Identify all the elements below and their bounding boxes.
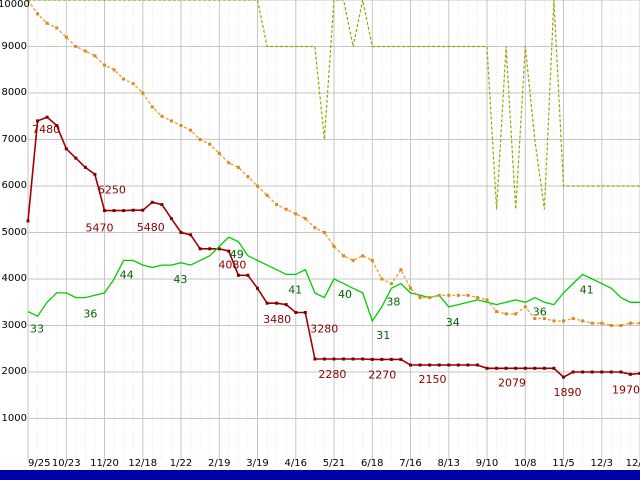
x-axis-labels: 9/25 10/23 11/20 12/18 1/22 2/19 3/19 4/16 5/21 6…	[0, 458, 640, 471]
svg-text:5470: 5470	[86, 222, 114, 235]
svg-text:36: 36	[533, 306, 547, 319]
x-axis-tick-label: 10/8	[514, 458, 537, 469]
x-axis-tick-label: 6/18	[361, 458, 384, 469]
x-axis-tick-label: 12/18	[128, 458, 158, 469]
svg-text:2079: 2079	[498, 376, 526, 389]
x-axis-tick-label: 9/10	[475, 458, 499, 469]
svg-text:2270: 2270	[368, 368, 396, 381]
series-red-price	[26, 115, 640, 379]
price-history-chart: 7480 6250 5470 5480 4080 3480 3280 2280 2270 2150…	[26, 0, 640, 460]
x-axis-tick-label: 9/25	[28, 458, 51, 469]
svg-text:33: 33	[30, 323, 44, 336]
svg-text:3280: 3280	[310, 323, 338, 336]
x-axis-tick-label: 5/21	[322, 458, 346, 469]
svg-text:5480: 5480	[137, 221, 165, 234]
svg-text:1970: 1970	[612, 383, 640, 396]
x-axis-tick-label: 3/19	[246, 458, 269, 469]
x-axis-tick-label: 12/3	[590, 458, 613, 469]
x-axis-tick-label: 10/23	[51, 458, 81, 469]
x-axis-tick-label: 7/16	[399, 458, 422, 469]
svg-text:49: 49	[230, 248, 244, 261]
svg-text:3480: 3480	[263, 313, 291, 326]
svg-text:6250: 6250	[98, 183, 126, 196]
x-axis-tick-label: 1/22	[169, 458, 193, 469]
svg-text:44: 44	[120, 268, 134, 281]
bottom-blue-bar	[0, 470, 640, 480]
svg-text:1890: 1890	[554, 386, 582, 399]
x-axis-tick-label: 12/31	[625, 458, 640, 469]
svg-text:4080: 4080	[218, 258, 246, 271]
x-axis-tick-label: 4/16	[284, 458, 307, 469]
major-gridlines	[27, 0, 640, 460]
svg-text:34: 34	[446, 316, 460, 329]
svg-text:2150: 2150	[419, 373, 447, 386]
x-axis-tick-label: 11/20	[90, 458, 119, 469]
svg-text:31: 31	[376, 329, 390, 342]
svg-text:36: 36	[83, 308, 97, 321]
svg-text:43: 43	[173, 273, 187, 286]
svg-text:7480: 7480	[32, 123, 60, 136]
x-axis-tick-label: 11/5	[552, 458, 575, 469]
svg-text:2280: 2280	[318, 368, 346, 381]
series-green-index	[27, 236, 640, 323]
svg-text:41: 41	[288, 283, 302, 296]
data-labels: 7480 6250 5470 5480 4080 3480 3280 2280 2270 2150…	[30, 123, 640, 399]
svg-text:40: 40	[338, 288, 352, 301]
x-axis-tick-label: 8/13	[437, 458, 460, 469]
svg-text:41: 41	[580, 283, 594, 296]
series-orange-price	[26, 0, 640, 327]
svg-text:38: 38	[386, 295, 400, 308]
x-axis-tick-label: 2/19	[208, 458, 231, 469]
